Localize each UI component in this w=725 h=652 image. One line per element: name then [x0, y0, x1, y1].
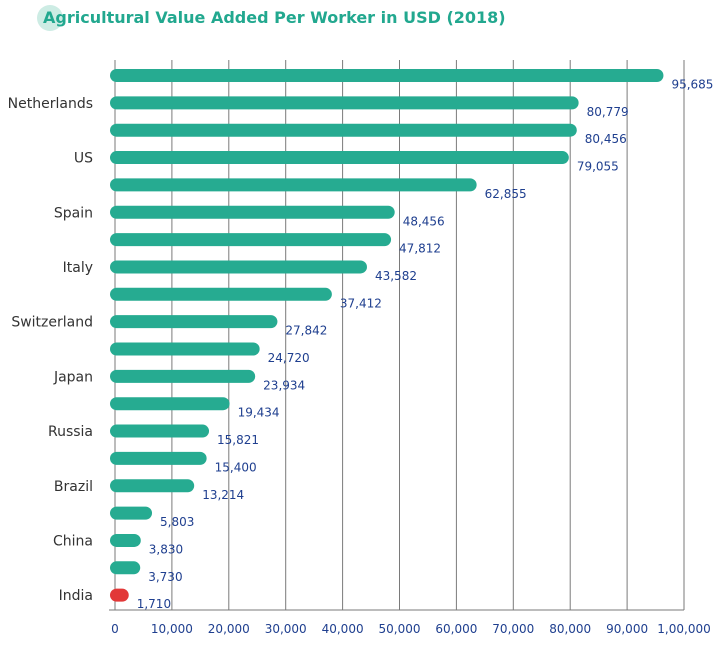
data-label: 24,720 — [268, 351, 310, 365]
labels: 95,685 80,779 Netherlands 80,456 79,055 US 62,… — [8, 78, 714, 612]
data-label: 19,434 — [238, 406, 280, 420]
category-label: Brazil — [54, 479, 93, 495]
bar — [110, 369, 256, 383]
data-label: 95,685 — [671, 78, 713, 92]
x-tick-label: 0 — [111, 622, 119, 636]
title-area: Agricultural Value Added Per Worker in U… — [0, 0, 725, 38]
bar — [110, 260, 367, 274]
category-label: Switzerland — [11, 315, 93, 331]
data-label: 47,812 — [399, 242, 441, 256]
category-label: Spain — [54, 205, 93, 221]
bar — [110, 451, 207, 465]
bar — [110, 424, 210, 438]
bar — [110, 533, 141, 547]
bar — [110, 315, 278, 329]
category-label: China — [53, 533, 93, 549]
x-tick-label: 80,000 — [549, 622, 591, 636]
bar — [110, 233, 392, 247]
x-tick-label: 20,000 — [208, 622, 250, 636]
data-label: 15,400 — [215, 460, 257, 474]
bar — [110, 205, 395, 219]
bar — [110, 397, 230, 411]
data-label: 27,842 — [285, 324, 327, 338]
data-label: 48,456 — [403, 214, 445, 228]
bar — [110, 96, 579, 110]
category-label: Japan — [53, 369, 93, 385]
category-label: Italy — [63, 260, 93, 276]
data-label: 5,803 — [160, 515, 194, 529]
x-tick-label: 30,000 — [265, 622, 307, 636]
bar — [110, 178, 477, 192]
bar — [110, 342, 260, 356]
bar — [110, 151, 569, 165]
chart-title: Agricultural Value Added Per Worker in U… — [43, 8, 506, 27]
x-axis: 0 10,000 20,000 30,000 40,000 50,000 60,000 70,… — [109, 609, 711, 636]
x-tick-label: 1,00,000 — [657, 622, 710, 636]
data-label: 62,855 — [485, 187, 527, 201]
title-decoration — [37, 5, 63, 31]
category-label: India — [59, 588, 93, 604]
data-label: 15,821 — [217, 433, 259, 447]
bar — [110, 506, 153, 520]
x-tick-label: 90,000 — [606, 622, 648, 636]
x-tick-label: 50,000 — [379, 622, 421, 636]
category-label: US — [74, 151, 93, 167]
x-tick-label: 70,000 — [492, 622, 534, 636]
category-label: Russia — [48, 424, 93, 440]
x-tick-label: 40,000 — [322, 622, 364, 636]
data-label: 37,412 — [340, 296, 382, 310]
data-label: 3,730 — [148, 570, 182, 584]
data-label: 80,456 — [585, 132, 627, 146]
x-tick-label: 60,000 — [435, 622, 477, 636]
bar — [110, 561, 141, 575]
data-label: 23,934 — [263, 378, 305, 392]
data-label: 13,214 — [202, 488, 244, 502]
data-label: 43,582 — [375, 269, 417, 283]
bar — [110, 588, 129, 602]
bar — [110, 123, 577, 137]
data-label: 80,779 — [587, 105, 629, 119]
x-tick-label: 10,000 — [151, 622, 193, 636]
bar — [110, 479, 195, 493]
category-label: Netherlands — [8, 96, 93, 112]
data-label: 79,055 — [577, 160, 619, 174]
bar — [110, 287, 332, 301]
bars — [110, 69, 664, 602]
data-label: 3,830 — [149, 542, 183, 556]
bar — [110, 69, 664, 82]
data-label: 1,710 — [137, 597, 171, 611]
